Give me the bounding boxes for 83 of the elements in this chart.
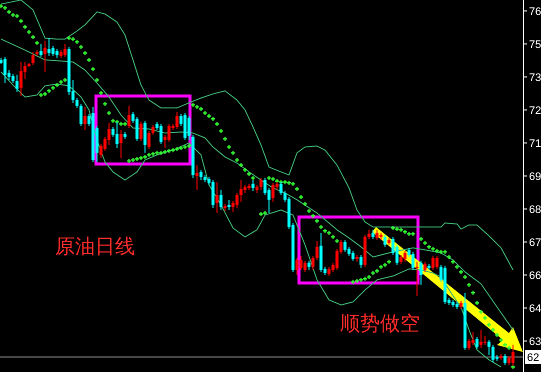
y-tick-label: 73 (529, 72, 541, 84)
candlestick (260, 178, 262, 190)
candlestick (404, 250, 406, 262)
candlestick (312, 255, 314, 270)
candlestick (148, 130, 150, 150)
y-tick-label: 69 (529, 170, 541, 183)
candlestick (128, 105, 130, 128)
y-tick-label: 68 (529, 204, 541, 216)
annotation: 顺势做空 (340, 313, 420, 335)
candlestick (196, 164, 198, 190)
candlestick (188, 116, 190, 140)
y-tick-label: 67 (529, 236, 541, 249)
candlestick (136, 116, 138, 142)
candlestick (168, 123, 170, 142)
candlestick (12, 73, 14, 84)
candlestick (216, 182, 218, 214)
candlestick (436, 255, 438, 270)
y-tick-label: 72 (529, 104, 541, 117)
candlestick (316, 240, 318, 261)
candlestick (368, 229, 370, 240)
candlestick (384, 234, 386, 248)
y-tick-label: 71 (529, 138, 541, 150)
y-tick-label: 63 (529, 336, 541, 348)
candlestick (480, 329, 482, 348)
candlestick (240, 180, 242, 202)
candlestick (416, 261, 418, 296)
candlestick (360, 254, 362, 268)
candlestick (40, 43, 42, 58)
y-tick-label: 76 (529, 6, 541, 18)
y-tick-label: 64 (529, 303, 541, 316)
candlestick (492, 344, 494, 362)
candlestick (176, 111, 178, 130)
ref-line-label: 62 (527, 352, 540, 364)
candlestick (236, 192, 238, 208)
candlestick (432, 255, 434, 270)
candlestick (372, 229, 374, 240)
candlestick (80, 103, 82, 126)
candlestick (4, 56, 6, 84)
candlestick (200, 169, 202, 181)
line-series (0, 71, 502, 368)
candlestick (108, 122, 110, 146)
candlestick (220, 189, 222, 210)
candlestick (300, 255, 302, 270)
candlestick (152, 124, 154, 136)
candlestick (348, 246, 350, 256)
candlestick (468, 338, 470, 350)
candlestick (84, 106, 86, 131)
candlestick (352, 250, 354, 262)
candlestick (228, 199, 230, 210)
candlestick (412, 251, 414, 270)
candlestick (160, 123, 162, 144)
candlestick (144, 120, 146, 154)
candlestick (272, 182, 274, 202)
candlestick (420, 260, 422, 286)
candlestick (44, 40, 46, 72)
candlestick (304, 260, 306, 272)
y-tick-label: 75 (529, 38, 541, 51)
candlestick (212, 180, 214, 208)
candlestick (100, 143, 102, 158)
candlestick (264, 178, 266, 196)
candlestick (424, 261, 426, 272)
candlestick (76, 98, 78, 108)
candlestick (476, 336, 478, 350)
candlestick (344, 239, 346, 252)
candlestick (20, 61, 22, 96)
candlestick (308, 260, 310, 270)
candlestick (328, 266, 330, 277)
line-series (0, 0, 514, 270)
candlestick (184, 112, 186, 140)
candlestick (296, 257, 298, 276)
candlestick (472, 331, 474, 346)
candlestick (488, 340, 490, 356)
candlestick (64, 43, 66, 58)
candlestick (376, 229, 378, 240)
candlestick (52, 45, 54, 56)
candlestick (120, 130, 122, 158)
candlestick (140, 121, 142, 142)
candlestick (16, 74, 18, 92)
candlestick (504, 353, 506, 366)
y-tick-label: 66 (529, 270, 541, 282)
candlestick (32, 52, 34, 66)
annotation: 原油日线 (55, 236, 135, 258)
candlestick (48, 38, 50, 56)
